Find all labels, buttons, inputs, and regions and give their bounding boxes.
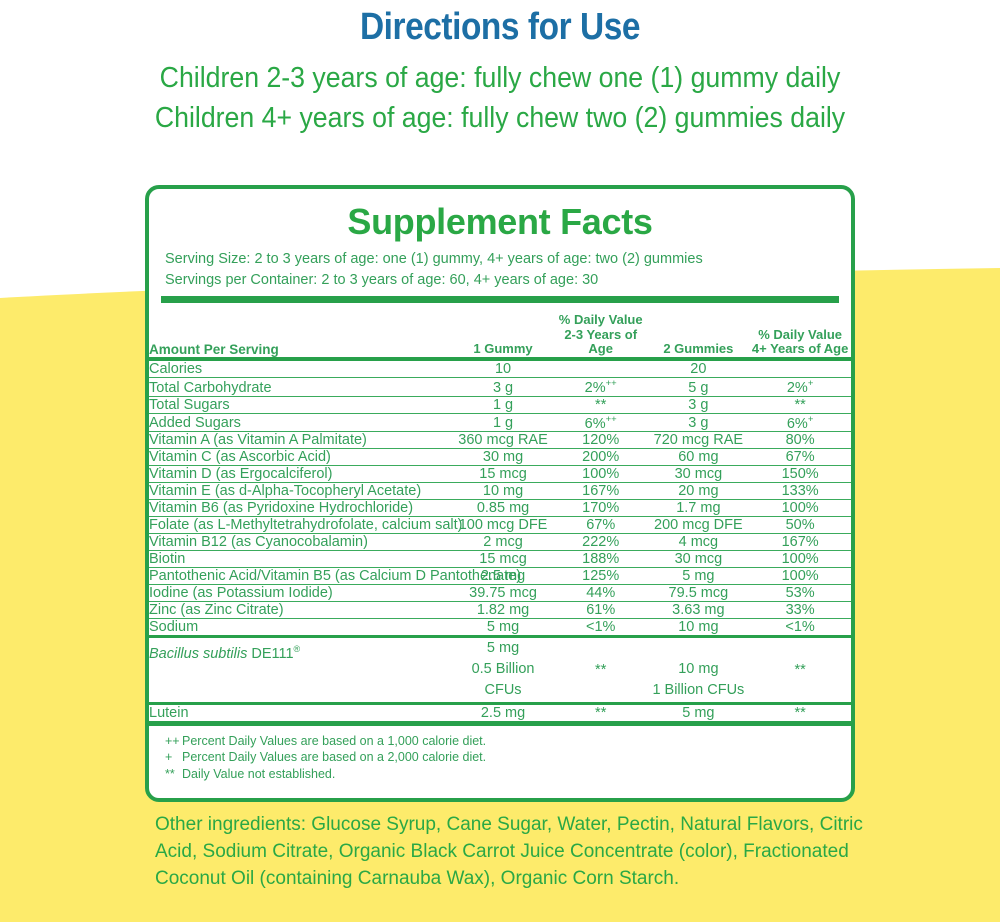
table-row: Pantothenic Acid/Vitamin B5 (as Calcium …: [149, 567, 851, 585]
table-header: Amount Per Serving 1 Gummy % Daily Value…: [149, 312, 851, 357]
bacillus-species-name: Bacillus subtilis: [149, 646, 248, 663]
header-dv-4-bottom: 4+ Years of Age: [751, 341, 849, 357]
footnote-marker: +: [165, 750, 173, 765]
table-row: Vitamin D (as Ergocalciferol) 15 mcg 100% 3…: [149, 465, 851, 483]
servings-per-container-text: Servings per Container: 2 to 3 years of …: [165, 271, 599, 288]
other-ingredients-text: Other ingredients: Glucose Syrup, Cane S…: [155, 814, 863, 889]
footnote-marker: +: [807, 413, 814, 425]
footnotes-section: ++ Percent Daily Values are based on a 1,…: [149, 726, 851, 783]
table-row: Total Carbohydrate 3 g 2%++ 5 g 2%+: [149, 376, 851, 397]
table-row: Vitamin B12 (as Cyanocobalamin) 2 mcg 222%…: [149, 533, 851, 551]
table-row: Biotin 15 mcg 188% 30 mcg 100%: [149, 550, 851, 568]
table-body: Calories 10 20 Total Carbohydrate 3 g 2%++ 5 g…: [149, 356, 851, 726]
nutrient-name: Pantothenic Acid/Vitamin B5 (as Calcium …: [149, 567, 522, 585]
directions-title: Directions for Use: [359, 6, 641, 48]
table-row: Sodium 5 mg <1% 10 mg <1%: [149, 618, 851, 637]
registered-trademark-icon: ®: [293, 644, 301, 655]
nutrient-name: Vitamin E (as d-Alpha-Tocopheryl Acetate…: [149, 482, 453, 500]
footnote-marker: ++: [605, 377, 617, 389]
table-row: Calories 10 20: [149, 360, 707, 377]
footnote-marker: ++: [605, 413, 617, 425]
table-row: Iodine (as Potassium Iodide) 39.75 mcg 44%…: [149, 584, 851, 602]
table-row: Vitamin E (as d-Alpha-Tocopheryl Acetate…: [149, 482, 851, 500]
header-bottom-rule: [149, 356, 851, 361]
value-line-1: 5 mg: [486, 640, 520, 657]
header-one-gummy: 1 Gummy: [452, 313, 554, 357]
nutrient-name: Vitamin C (as Ascorbic Acid): [149, 448, 453, 466]
nutrient-name: Sodium: [149, 618, 453, 637]
table-row-lutein: Lutein 2.5 mg ** 5 mg **: [149, 701, 851, 721]
header-rule-row: [149, 356, 851, 361]
nutrient-name: Lutein: [149, 701, 453, 721]
table-row: Total Sugars 1 g ** 3 g **: [149, 395, 851, 414]
supplement-facts-table: Amount Per Serving 1 Gummy % Daily Value…: [149, 312, 851, 726]
value-line-2: 1 Billion CFUs: [652, 682, 745, 699]
footnote-text: Percent Daily Values are based on a 2,00…: [182, 750, 487, 765]
header-dv-4-top: % Daily Value: [758, 326, 843, 342]
header-thick-bar: [161, 296, 839, 304]
table-bottom-rule-row: [149, 720, 851, 726]
supplement-facts-title: Supplement Facts: [347, 201, 653, 242]
directions-for-use-section: Directions for Use Children 2-3 years of…: [0, 0, 1000, 138]
nutrient-name: Vitamin A (as Vitamin A Palmitate): [149, 431, 453, 449]
footnote-text: Percent Daily Values are based on a 1,00…: [182, 733, 487, 748]
header-amount-per-serving: Amount Per Serving: [149, 341, 279, 357]
header-dv-2-3-years: % Daily Value 2-3 Years of Age: [554, 312, 648, 357]
value-line-2: 0.5 Billion CFUs: [471, 661, 535, 699]
footnote-line: ** Daily Value not established.: [165, 766, 851, 783]
nutrient-name: Biotin: [149, 550, 453, 568]
directions-line-2: Children 4+ years of age: fully chew two…: [154, 101, 846, 134]
value-line-1: 10 mg: [678, 661, 719, 678]
table-row: Zinc (as Zinc Citrate) 1.82 mg 61% 3.63 mg 3…: [149, 601, 851, 619]
nutrient-name: Vitamin D (as Ergocalciferol): [149, 465, 453, 483]
footnote-line: + Percent Daily Values are based on a 2,0…: [165, 749, 851, 766]
directions-line-1: Children 2-3 years of age: fully chew on…: [159, 61, 841, 94]
nutrient-name: Total Sugars: [149, 395, 453, 414]
header-dv-4-plus-years: % Daily Value 4+ Years of Age: [749, 313, 851, 357]
footnote-marker: **: [165, 766, 175, 781]
table-row: Folate (as L-Methyltetrahydrofolate, cal…: [149, 516, 851, 534]
nutrient-name: Vitamin B6 (as Pyridoxine Hydrochloride): [149, 499, 453, 517]
nutrient-name: Iodine (as Potassium Iodide): [149, 584, 453, 602]
nutrient-name: Bacillus subtilis DE111®: [149, 635, 453, 703]
header-dv-2-3-top: % Daily Value: [558, 312, 643, 328]
footnote-marker: ++: [165, 733, 180, 748]
nutrient-name: Total Carbohydrate: [149, 376, 453, 397]
table-row-bacillus: Bacillus subtilis DE111® 5 mg 0.5 Billion …: [149, 635, 851, 703]
header-one-gummy-label: 1 Gummy: [473, 341, 533, 357]
header-two-gummies: 2 Gummies: [648, 313, 750, 357]
nutrient-name: Folate (as L-Methyltetrahydrofolate, cal…: [149, 516, 463, 534]
table-row: Vitamin B6 (as Pyridoxine Hydrochloride)…: [149, 499, 851, 517]
footnote-text: Daily Value not established.: [182, 766, 336, 781]
nutrient-name: Vitamin B12 (as Cyanocobalamin): [149, 533, 453, 551]
nutrient-value: 10 mg 1 Billion CFUs: [647, 635, 750, 703]
nutrient-value: 5 mg 0.5 Billion CFUs: [452, 635, 554, 703]
nutrient-name: Added Sugars: [149, 412, 453, 432]
table-bottom-rule: [149, 720, 851, 726]
header-two-gummies-label: 2 Gummies: [663, 341, 734, 357]
nutrient-name: Zinc (as Zinc Citrate): [149, 601, 453, 619]
footnote-marker: +: [807, 377, 814, 389]
table-row: Added Sugars 1 g 6%++ 3 g 6%+: [149, 412, 851, 432]
serving-size-text: Serving Size: 2 to 3 years of age: one (…: [165, 251, 703, 267]
supplement-facts-panel: Supplement Facts Serving Size: 2 to 3 ye…: [145, 185, 855, 802]
table-row: Vitamin A (as Vitamin A Palmitate) 360 mc…: [149, 431, 851, 449]
nutrient-name: Calories: [149, 360, 203, 377]
table-row: Vitamin C (as Ascorbic Acid) 30 mg 200% 60 …: [149, 448, 851, 466]
footnote-line: ++ Percent Daily Values are based on a 1,…: [165, 733, 851, 750]
header-dv-2-3-bottom: 2-3 Years of Age: [564, 326, 638, 357]
